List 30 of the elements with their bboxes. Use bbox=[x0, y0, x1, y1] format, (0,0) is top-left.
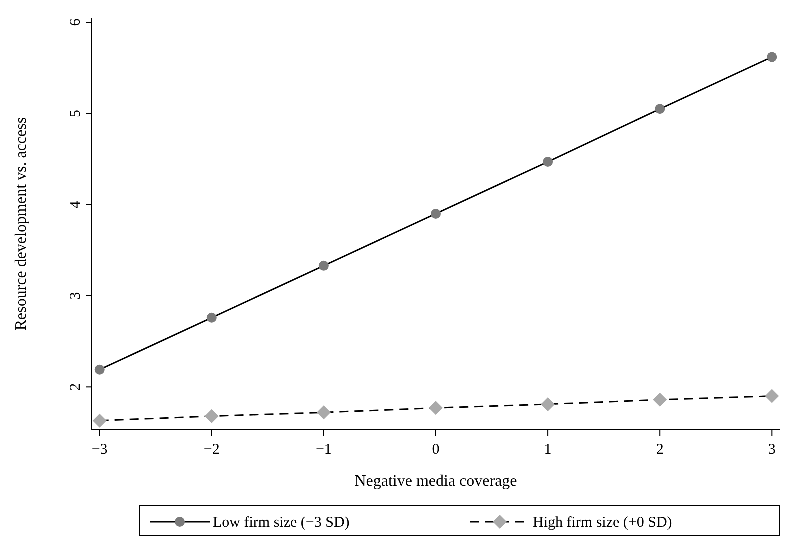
point bbox=[318, 260, 329, 271]
y-tick-label: 4 bbox=[68, 200, 84, 209]
x-axis-title: Negative media coverage bbox=[354, 473, 518, 490]
legend-label: Low firm size (−3 SD) bbox=[213, 515, 350, 531]
x-tick-label: 3 bbox=[768, 442, 776, 458]
point bbox=[655, 104, 666, 114]
point bbox=[653, 392, 668, 407]
point bbox=[92, 414, 107, 428]
x-tick-label: −1 bbox=[316, 442, 332, 458]
x-tick-label: 1 bbox=[544, 442, 552, 458]
point bbox=[431, 208, 441, 219]
point bbox=[94, 364, 105, 375]
point bbox=[429, 401, 443, 416]
x-tick-label: −2 bbox=[204, 442, 220, 458]
x-tick-label: 0 bbox=[432, 442, 440, 458]
y-tick-label: 3 bbox=[68, 292, 84, 300]
point bbox=[541, 397, 556, 412]
point bbox=[543, 157, 554, 168]
point bbox=[316, 406, 331, 420]
y-tick-label: 6 bbox=[68, 18, 84, 26]
point bbox=[206, 312, 217, 323]
legend-label: High firm size (+0 SD) bbox=[533, 515, 672, 531]
x-tick-label: −3 bbox=[92, 442, 108, 458]
y-axis-title: Resource development vs. access bbox=[13, 117, 30, 331]
x-tick-label: 2 bbox=[656, 442, 664, 458]
point bbox=[204, 409, 219, 424]
point bbox=[767, 52, 778, 62]
point bbox=[765, 389, 780, 404]
y-tick-label: 5 bbox=[68, 110, 84, 118]
y-tick-label: 2 bbox=[68, 383, 84, 391]
